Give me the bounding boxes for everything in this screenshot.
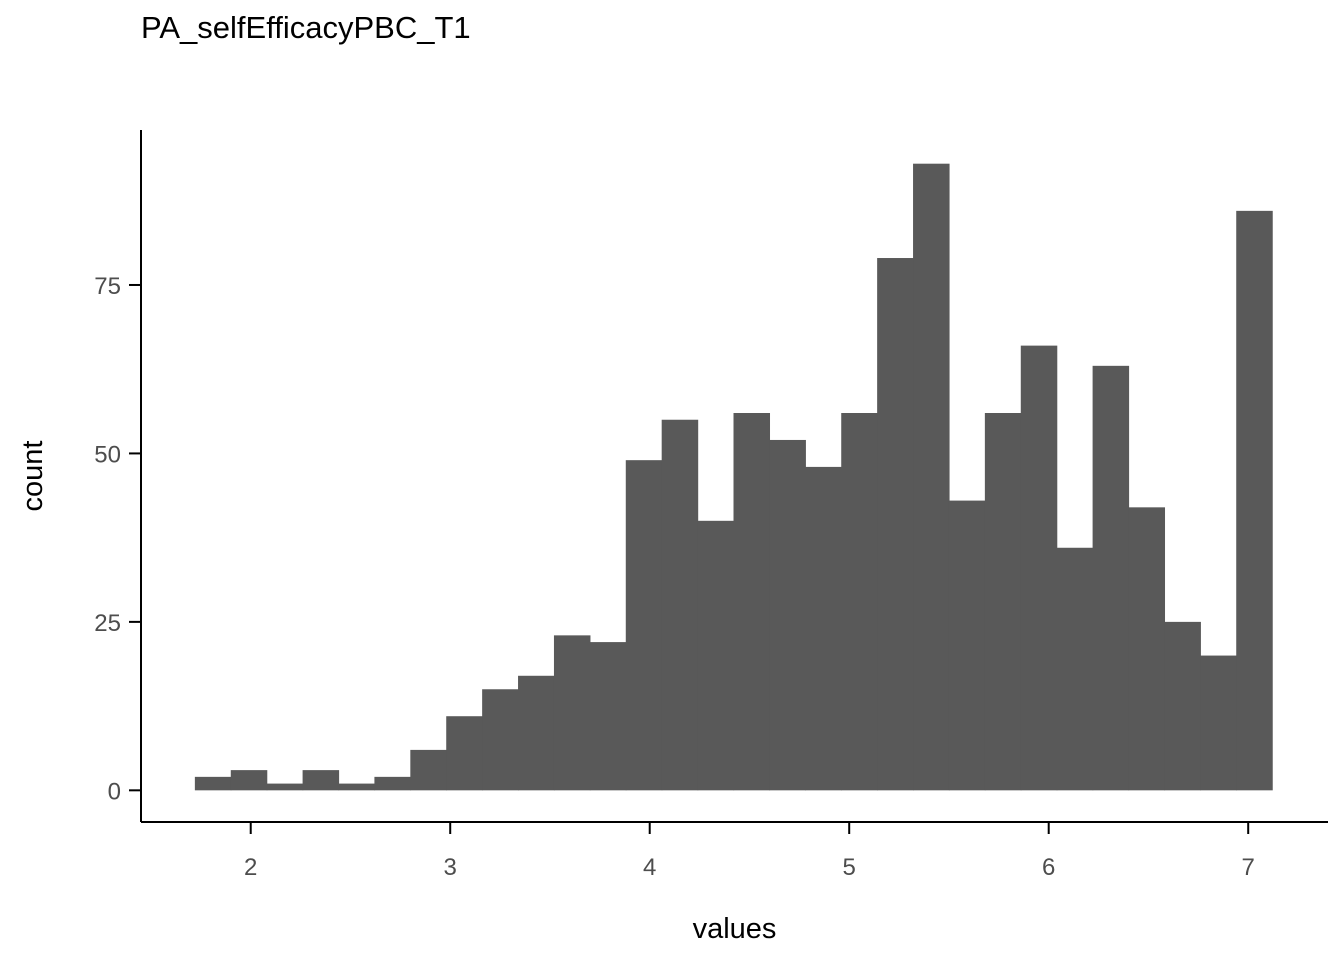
histogram-bar: [230, 770, 268, 791]
histogram-bar: [1092, 365, 1130, 791]
x-axis-ticks: 2 3 4 5 6 7: [244, 822, 1255, 881]
histogram-bar: [1128, 507, 1166, 791]
histogram-bar: [1020, 345, 1058, 791]
histogram-bar: [661, 419, 699, 791]
x-tick-label: 5: [843, 854, 856, 881]
histogram-bar: [841, 412, 878, 791]
histogram-bar: [482, 689, 519, 791]
histogram-bar: [302, 770, 340, 791]
x-tick-label: 4: [643, 854, 656, 881]
histogram-bar: [589, 642, 627, 791]
x-tick-label: 2: [244, 854, 257, 881]
x-axis-title: values: [693, 913, 777, 945]
histogram-bar: [410, 749, 447, 791]
histogram-bar: [446, 716, 483, 791]
x-tick-label: 7: [1242, 854, 1255, 881]
histogram-bar: [805, 466, 842, 791]
histogram-bar: [194, 776, 232, 791]
histogram-bar: [769, 439, 806, 791]
y-tick-label: 25: [94, 610, 121, 637]
x-tick-label: 6: [1042, 854, 1055, 881]
histogram-bar: [733, 412, 771, 791]
y-tick-label: 50: [94, 441, 121, 468]
histogram-bar: [338, 783, 376, 791]
histogram-bar: [374, 776, 411, 791]
y-axis-title: count: [17, 441, 49, 512]
histogram-bar: [1056, 547, 1094, 791]
histogram-bar: [518, 675, 555, 791]
histogram-bar: [1236, 210, 1273, 791]
y-tick-label: 75: [94, 273, 121, 300]
histogram-bar: [877, 258, 914, 791]
histogram-bar: [697, 520, 735, 791]
y-axis-ticks: 0 25 50 75: [94, 273, 141, 805]
x-tick-label: 3: [444, 854, 457, 881]
bars-group: [194, 163, 1273, 791]
chart-title: PA_selfEfficacyPBC_T1: [141, 10, 471, 45]
histogram-bar: [984, 412, 1022, 791]
histogram-bar: [1164, 621, 1201, 791]
histogram-bar: [625, 460, 663, 791]
histogram-bar: [913, 163, 950, 791]
y-tick-label: 0: [108, 778, 121, 805]
histogram-bar: [948, 500, 986, 791]
histogram-bar: [553, 635, 591, 791]
histogram-bar: [266, 783, 304, 791]
histogram-bar: [1200, 655, 1237, 791]
